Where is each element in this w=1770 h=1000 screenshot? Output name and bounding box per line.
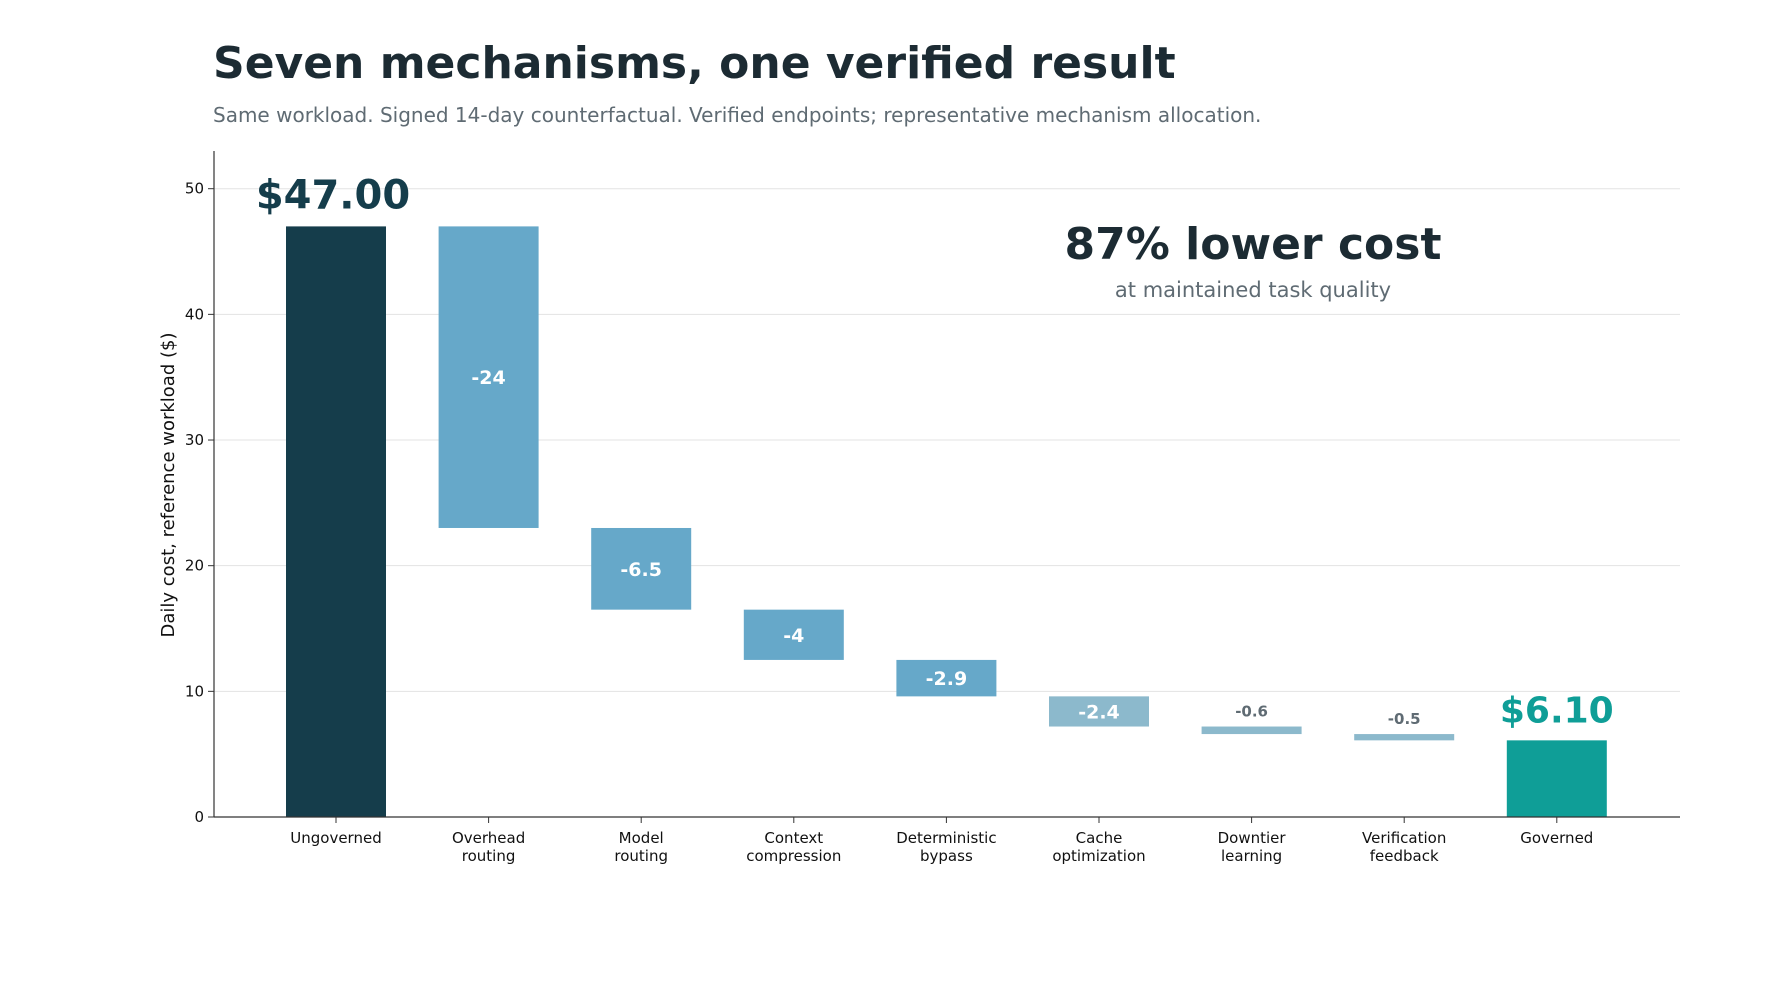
x-tick-label-line: compression	[746, 847, 841, 865]
bar	[896, 659, 997, 697]
total-value-label: $47.00	[256, 172, 410, 218]
y-axis-title: Daily cost, reference workload ($)	[158, 333, 179, 638]
x-tick-label: Deterministic bypass	[896, 829, 996, 865]
page-subtitle: Same workload. Signed 14-day counterfact…	[213, 103, 1262, 127]
x-tick-label: Downtier learning	[1218, 829, 1287, 865]
y-tick-label: 50	[185, 180, 204, 198]
step-value-label: -2.9	[926, 668, 968, 690]
callout-subheadline: at maintained task quality	[1115, 278, 1391, 302]
x-tick-label-line: learning	[1221, 847, 1282, 865]
bar	[1049, 696, 1149, 727]
bar	[286, 226, 386, 817]
step-value-label: -24	[471, 367, 505, 389]
x-tick-label: Cache optimization	[1052, 829, 1145, 865]
x-tick-label-line: optimization	[1052, 847, 1145, 865]
x-tick-label: Model routing	[614, 829, 668, 865]
y-tick-label: 20	[185, 557, 204, 575]
y-tick-label: 10	[185, 682, 204, 700]
bar	[1354, 734, 1455, 741]
x-tick-label-line: Deterministic	[896, 829, 996, 847]
x-tick-label: Verification feedback	[1362, 829, 1446, 865]
total-value-label: $6.10	[1500, 690, 1614, 731]
page-title: Seven mechanisms, one verified result	[213, 38, 1176, 89]
x-tick-label: Ungoverned	[290, 829, 381, 847]
data-labels: $47.00 -24 -6.5 -4 -2.9 -2.4 -0.6 -0.5 $6.10	[256, 172, 1614, 731]
x-tick-label-line: Cache	[1076, 829, 1123, 847]
x-tick-label-line: routing	[462, 847, 516, 865]
step-value-label: -0.6	[1235, 703, 1268, 721]
x-tick-label-line: Model	[619, 829, 664, 847]
bar	[591, 527, 692, 610]
x-tick-label-line: routing	[614, 847, 668, 865]
bar	[1506, 740, 1607, 817]
x-tick-label-line: Verification	[1362, 829, 1446, 847]
x-tick-label-line: Ungoverned	[290, 829, 381, 847]
x-tick-label: Governed	[1520, 829, 1593, 847]
x-tick-label-line: Context	[764, 829, 823, 847]
y-tick-label: 40	[185, 305, 204, 323]
callout-headline: 87% lower cost	[1065, 219, 1442, 270]
x-tick-label-line: Downtier	[1218, 829, 1287, 847]
y-tick-label: 0	[194, 808, 204, 826]
grid-lines	[214, 188, 1680, 692]
step-value-label: -0.5	[1388, 710, 1421, 728]
bar	[438, 226, 539, 528]
x-tick-label-line: feedback	[1370, 847, 1439, 865]
x-tick-label-line: bypass	[920, 847, 973, 865]
step-value-label: -2.4	[1078, 701, 1120, 723]
x-tick-label-line: Governed	[1520, 829, 1593, 847]
step-value-label: -6.5	[620, 559, 662, 581]
y-tick-label: 30	[185, 431, 204, 449]
bar	[743, 609, 844, 660]
x-tick-label-line: Overhead	[452, 829, 525, 847]
bar	[1201, 726, 1302, 735]
step-value-label: -4	[783, 625, 804, 647]
x-tick-label: Overhead routing	[452, 829, 525, 865]
bars	[286, 226, 1607, 817]
x-tick-label: Context compression	[746, 829, 841, 865]
